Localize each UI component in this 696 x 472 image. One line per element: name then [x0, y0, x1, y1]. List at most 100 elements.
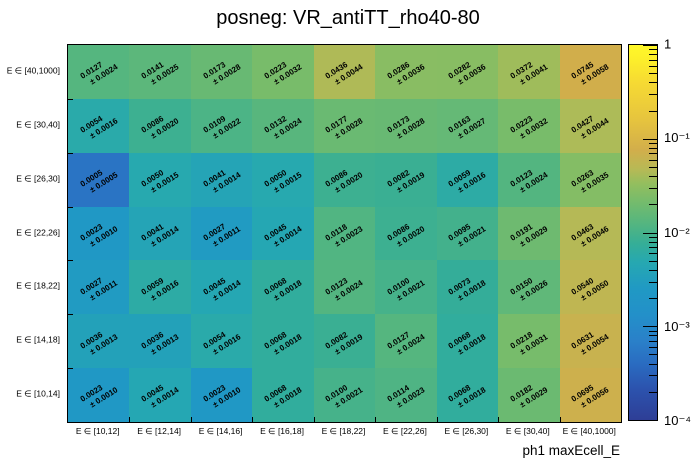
cell-label: 0.0068 ± 0.0018 [263, 270, 304, 305]
heatmap-cell: 0.0463 ± 0.0046 [559, 206, 621, 261]
colorbar-minor-tick [649, 241, 657, 243]
cell-label: 0.0036 ± 0.0013 [140, 324, 181, 359]
colorbar-tick-label: 10⁻⁴ [664, 413, 691, 428]
heatmap-cell: 0.0068 ± 0.0018 [252, 314, 314, 369]
heatmap-cell: 0.0073 ± 0.0018 [436, 260, 499, 315]
cell-label: 0.0086 ± 0.0020 [140, 108, 181, 143]
heatmap-cell: 0.0282 ± 0.0036 [436, 45, 499, 99]
heatmap-cell: 0.0023 ± 0.0010 [190, 368, 253, 422]
heatmap-cell: 0.0286 ± 0.0036 [375, 45, 437, 99]
x-axis-tick [190, 417, 192, 422]
cell-label: 0.0054 ± 0.0016 [78, 108, 119, 143]
cell-label: 0.0182 ± 0.0029 [508, 377, 549, 412]
colorbar-minor-tick [649, 204, 657, 206]
colorbar-minor-tick [649, 187, 657, 189]
x-axis-label: E ∈ [40,1000] [562, 426, 616, 436]
heatmap-cell: 0.0745 ± 0.0058 [559, 45, 621, 99]
colorbar [628, 44, 658, 421]
heatmap-cell: 0.0045 ± 0.0014 [190, 260, 253, 315]
heatmap-cell: 0.0045 ± 0.0014 [252, 206, 314, 261]
y-axis-label: E ∈ [22,26] [16, 227, 60, 237]
cell-label: 0.0127 ± 0.0024 [386, 324, 427, 359]
heatmap-cell: 0.0118 ± 0.0023 [313, 206, 376, 261]
heatmap-cell: 0.0427 ± 0.0044 [559, 98, 621, 153]
colorbar-minor-tick [649, 143, 657, 145]
heatmap-cell: 0.0054 ± 0.0016 [68, 98, 130, 153]
cell-label: 0.0100 ± 0.0021 [386, 270, 427, 305]
heatmap-cell: 0.0114 ± 0.0023 [375, 368, 437, 422]
cell-label: 0.0027 ± 0.0011 [79, 270, 119, 305]
cell-label: 0.0372 ± 0.0041 [508, 54, 549, 89]
heatmap-cell: 0.0068 ± 0.0018 [252, 368, 314, 422]
cell-label: 0.0068 ± 0.0018 [447, 377, 488, 412]
cell-label: 0.0045 ± 0.0014 [263, 216, 304, 251]
cell-label: 0.0282 ± 0.0036 [447, 54, 488, 89]
cell-label: 0.0041 ± 0.0014 [140, 216, 181, 251]
y-axis-label: E ∈ [40,1000] [6, 65, 60, 76]
heatmap-cell: 0.0036 ± 0.0013 [129, 314, 191, 369]
heatmap-cell: 0.0173 ± 0.0028 [375, 98, 437, 153]
cell-label: 0.0068 ± 0.0018 [447, 324, 488, 359]
heatmap-cell: 0.0027 ± 0.0011 [190, 206, 253, 261]
heatmap-cell: 0.0050 ± 0.0015 [252, 152, 314, 207]
x-axis-label: E ∈ [12,14] [137, 426, 182, 436]
heatmap-cell: 0.0005 ± 0.0005 [68, 152, 130, 207]
colorbar-major-tick [643, 45, 657, 46]
cell-label: 0.0173 ± 0.0028 [386, 108, 427, 143]
cell-label: 0.0045 ± 0.0014 [201, 270, 242, 305]
cell-label: 0.0218 ± 0.0031 [508, 324, 549, 359]
heatmap-cell: 0.0695 ± 0.0056 [559, 368, 621, 422]
colorbar-minor-tick [649, 340, 657, 342]
cell-label: 0.0163 ± 0.0027 [447, 108, 488, 143]
heatmap-cell: 0.0023 ± 0.0010 [68, 206, 130, 261]
heatmap-cell: 0.0068 ± 0.0018 [436, 368, 499, 422]
heatmap-cell: 0.0068 ± 0.0018 [436, 314, 499, 369]
colorbar-minor-tick [649, 59, 657, 61]
heatmap-cell: 0.0109 ± 0.0022 [190, 98, 253, 153]
cell-label: 0.0177 ± 0.0028 [324, 108, 365, 143]
cell-label: 0.0436 ± 0.0044 [324, 54, 365, 89]
heatmap-cell: 0.0123 ± 0.0024 [313, 260, 376, 315]
cell-label: 0.0540 ± 0.0050 [570, 270, 611, 305]
y-axis-tick [68, 314, 73, 316]
colorbar-minor-tick [649, 65, 657, 67]
cell-label: 0.0745 ± 0.0058 [570, 54, 611, 89]
heatmap-cell: 0.0163 ± 0.0027 [436, 98, 499, 153]
cell-label: 0.0068 ± 0.0018 [263, 324, 304, 359]
y-axis-tick [68, 260, 73, 262]
heatmap-cell: 0.0086 ± 0.0020 [375, 206, 437, 261]
cell-label: 0.0036 ± 0.0013 [78, 324, 119, 359]
y-axis-tick [68, 206, 73, 208]
cell-label: 0.0286 ± 0.0036 [386, 54, 427, 89]
colorbar-major-tick [643, 420, 657, 421]
cell-label: 0.0127 ± 0.0024 [78, 54, 119, 89]
cell-label: 0.0005 ± 0.0005 [78, 162, 119, 197]
plot-title: posneg: VR_antiTT_rho40-80 [216, 7, 480, 29]
cell-label: 0.0023 ± 0.0010 [201, 377, 242, 412]
cell-label: 0.0023 ± 0.0010 [78, 377, 119, 412]
heatmap-cell: 0.0100 ± 0.0021 [375, 260, 437, 315]
colorbar-minor-tick [649, 354, 657, 356]
y-axis: E ∈ [40,1000] E ∈ [30,40] E ∈ [26,30] E ∈ [… [0, 44, 62, 421]
plot-frame: 0.0127 ± 0.0024 0.0141 ± 0.0025 0.0173 ± 0.00… [67, 44, 622, 423]
cell-label: 0.0263 ± 0.0035 [570, 162, 611, 197]
cell-label: 0.0123 ± 0.0024 [324, 270, 365, 305]
heatmap-cell: 0.0045 ± 0.0014 [129, 368, 191, 422]
colorbar-tick-label: 1 [664, 36, 672, 52]
cell-label: 0.0150 ± 0.0026 [508, 270, 549, 305]
cell-label: 0.0123 ± 0.0024 [508, 162, 549, 197]
x-axis-label: E ∈ [10,12] [75, 426, 120, 436]
colorbar-minor-tick [649, 363, 657, 365]
y-axis-tick [68, 368, 73, 370]
heatmap-cell: 0.0086 ± 0.0020 [313, 152, 376, 207]
colorbar-minor-tick [649, 166, 657, 168]
cell-label: 0.0191 ± 0.0029 [508, 216, 549, 251]
heatmap-cell: 0.0050 ± 0.0015 [129, 152, 191, 207]
cell-label: 0.0427 ± 0.0044 [570, 108, 611, 143]
heatmap-cell: 0.0631 ± 0.0054 [559, 314, 621, 369]
cell-label: 0.0059 ± 0.0016 [140, 270, 181, 305]
x-axis-tick [559, 417, 561, 422]
cell-label: 0.0050 ± 0.0015 [263, 162, 304, 197]
heatmap-cell: 0.0141 ± 0.0025 [129, 45, 191, 99]
x-axis-tick [375, 417, 377, 422]
